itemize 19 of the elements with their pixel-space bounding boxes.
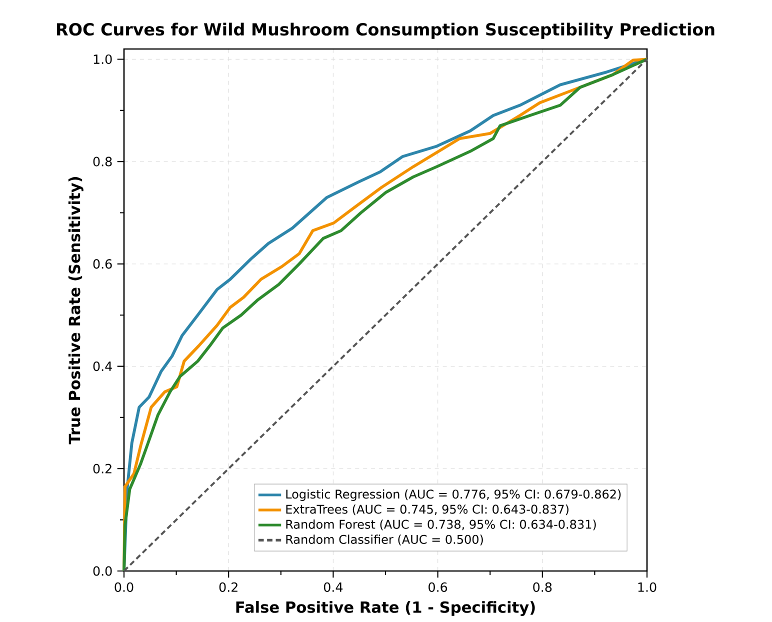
x-tick-label: 0.2	[219, 582, 238, 592]
x-tick-label: 0.6	[428, 582, 448, 592]
y-axis-title: True Positive Rate (Sensitivity)	[68, 177, 84, 444]
x-tick-label: 0.4	[324, 582, 343, 592]
x-axis-title: False Positive Rate (1 - Specificity)	[236, 601, 535, 616]
y-tick-label: 0.8	[93, 156, 112, 166]
legend-label: Random Forest (AUC = 0.738, 95% CI: 0.634-0.831)	[286, 520, 596, 530]
legend-label: Random Classifier (AUC = 0.500)	[286, 534, 483, 546]
x-tick-label: 1.0	[638, 582, 656, 592]
legend-label: ExtraTrees (AUC = 0.745, 95% CI: 0.643-0.837)	[286, 504, 568, 516]
legend-label: Logistic Regression (AUC = 0.776, 95% CI: 0.679-0.862)	[286, 489, 621, 501]
y-tick-label: 0.6	[93, 259, 112, 269]
y-tick-label: 0.0	[93, 566, 112, 576]
chart-title: ROC Curves for Wild Mushroom Consumption Susceptibility Prediction	[57, 22, 714, 40]
y-tick-label: 0.2	[93, 464, 112, 474]
x-tick-label: 0.0	[114, 582, 134, 592]
x-tick-label: 0.8	[533, 582, 552, 592]
y-tick-label: 1.0	[94, 54, 112, 64]
y-tick-label: 0.4	[93, 362, 112, 372]
